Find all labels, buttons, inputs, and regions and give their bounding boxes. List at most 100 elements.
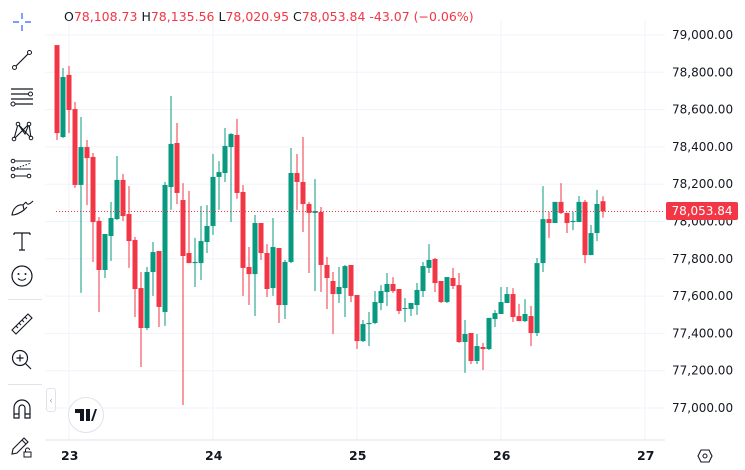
candle-body [522, 314, 528, 322]
candle-down [246, 247, 252, 306]
candle-body [552, 201, 558, 223]
lock-drawings-tool[interactable] [8, 432, 36, 460]
candle-body [102, 233, 108, 270]
candle-body [312, 211, 318, 213]
magnet-tool[interactable] [8, 395, 36, 423]
tradingview-logo[interactable] [68, 397, 104, 433]
trend-line-icon [12, 50, 32, 70]
zoom-in-icon [11, 349, 32, 370]
price-tick-label: 77,400.00 [672, 326, 733, 340]
candle-body [180, 200, 186, 256]
candle-up [114, 156, 120, 221]
candle-up [144, 267, 150, 331]
candle-down [564, 212, 570, 234]
candle-down [468, 333, 474, 364]
candle-up [402, 297, 408, 323]
candle-down [354, 294, 360, 350]
candle-up [498, 286, 504, 315]
candle-body [384, 283, 390, 292]
candle-body [336, 286, 342, 295]
candle-down [126, 186, 132, 268]
candle-body [240, 192, 246, 268]
candle-up [336, 267, 342, 303]
pattern-tool[interactable] [8, 117, 36, 145]
candle-body [252, 222, 258, 275]
candle-body [96, 220, 102, 270]
candle-body [90, 156, 96, 223]
crosshair-tool[interactable] [8, 8, 36, 36]
candle-down [528, 305, 534, 347]
pattern-icon [11, 121, 34, 142]
candle-body [594, 203, 600, 234]
price-tick-label: 78,400.00 [672, 140, 733, 154]
candle-up [216, 161, 222, 210]
candle-down [330, 272, 336, 334]
candle-body [288, 173, 294, 262]
collapse-toolbar-button[interactable]: ‹ [46, 388, 56, 412]
candle-body [576, 201, 582, 223]
price-tick-label: 78,200.00 [672, 177, 733, 191]
high-value: 78,135.56 [150, 9, 215, 24]
time-axis[interactable]: 23 24 25 26 27 [61, 448, 654, 463]
candle-up [474, 333, 480, 364]
candle-body [120, 179, 126, 217]
candle-up [420, 261, 426, 298]
candle-body [54, 45, 60, 134]
candle-body [480, 347, 486, 350]
candle-up [108, 201, 114, 262]
candle-down [90, 153, 96, 262]
horizontal-lines-tool[interactable] [8, 82, 36, 110]
price-axis[interactable]: 79,000.00 78,800.00 78,600.00 78,400.00 78,2… [672, 28, 733, 415]
candle-body [504, 294, 510, 303]
candle-body [270, 247, 276, 289]
candle-up [444, 277, 450, 303]
zoom-in-tool[interactable] [8, 346, 36, 374]
candle-down [390, 277, 396, 293]
candle-up [162, 181, 168, 326]
ruler-tool[interactable] [8, 310, 36, 338]
candle-down [438, 280, 444, 303]
candle-up [366, 311, 372, 347]
time-tick-label: 27 [637, 448, 654, 463]
candle-down [84, 139, 90, 206]
candle-body [306, 203, 312, 213]
candle-down [138, 272, 144, 367]
candle-body [492, 313, 498, 320]
candle-up [312, 178, 318, 292]
candle-down [174, 123, 180, 204]
fib-retracement-tool[interactable] [8, 155, 36, 183]
candle-up [534, 258, 540, 337]
candle-body [564, 212, 570, 223]
candle-body [60, 76, 66, 138]
candle-body [372, 302, 378, 323]
candle-body [420, 266, 426, 292]
candle-body [318, 211, 324, 265]
pencil-lock-icon [11, 437, 32, 458]
candle-body [498, 302, 504, 315]
candle-body [588, 233, 594, 256]
chart-settings-icon[interactable] [697, 448, 713, 464]
toolbar-divider [8, 299, 42, 300]
candle-body [558, 201, 564, 213]
candle-body [540, 219, 546, 264]
candle-body [72, 109, 78, 185]
open-label: O [64, 9, 74, 24]
candle-body [462, 333, 468, 342]
candle-body [348, 264, 354, 296]
text-tool[interactable] [8, 227, 36, 255]
candle-body [162, 184, 168, 312]
candle-body [210, 176, 216, 226]
brush-tool[interactable] [8, 192, 36, 220]
candle-body [510, 294, 516, 317]
candle-body [582, 201, 588, 256]
time-tick-label: 24 [205, 448, 223, 463]
candle-body [246, 267, 252, 275]
time-tick-label: 26 [493, 448, 511, 463]
time-tick-label: 23 [61, 448, 78, 463]
horizontal-lines-icon [10, 88, 33, 107]
candle-up [408, 302, 414, 317]
emoji-tool[interactable] [8, 262, 36, 290]
candle-body [276, 247, 282, 306]
trend-line-tool[interactable] [8, 46, 36, 74]
